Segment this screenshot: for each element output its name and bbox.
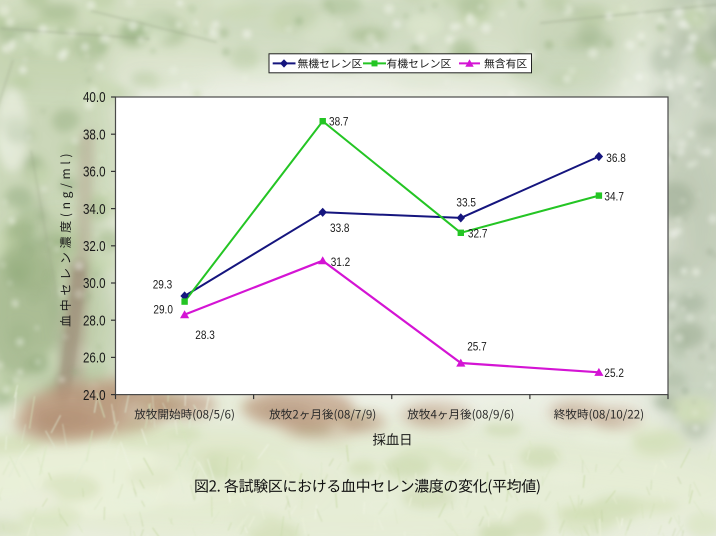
svg-text:38.0: 38.0 bbox=[83, 126, 106, 143]
svg-text:28.0: 28.0 bbox=[83, 312, 106, 329]
svg-text:29.0: 29.0 bbox=[153, 302, 173, 316]
svg-text:32.0: 32.0 bbox=[83, 238, 106, 255]
svg-text:33.5: 33.5 bbox=[456, 195, 476, 209]
svg-text:29.3: 29.3 bbox=[153, 278, 173, 292]
svg-text:28.3: 28.3 bbox=[195, 328, 215, 342]
svg-text:40.0: 40.0 bbox=[83, 89, 106, 106]
svg-text:34.7: 34.7 bbox=[604, 190, 624, 204]
svg-text:34.0: 34.0 bbox=[83, 201, 106, 218]
svg-text:32.7: 32.7 bbox=[468, 226, 488, 240]
svg-text:26.0: 26.0 bbox=[83, 350, 106, 367]
svg-text:36.0: 36.0 bbox=[83, 164, 106, 181]
svg-text:33.8: 33.8 bbox=[330, 221, 350, 235]
svg-text:24.0: 24.0 bbox=[83, 387, 106, 404]
svg-text:36.8: 36.8 bbox=[606, 151, 626, 165]
svg-text:25.2: 25.2 bbox=[604, 366, 624, 380]
svg-text:30.0: 30.0 bbox=[83, 275, 106, 292]
svg-text:25.7: 25.7 bbox=[467, 339, 487, 353]
svg-text:38.7: 38.7 bbox=[329, 115, 349, 129]
svg-text:31.2: 31.2 bbox=[331, 255, 351, 269]
